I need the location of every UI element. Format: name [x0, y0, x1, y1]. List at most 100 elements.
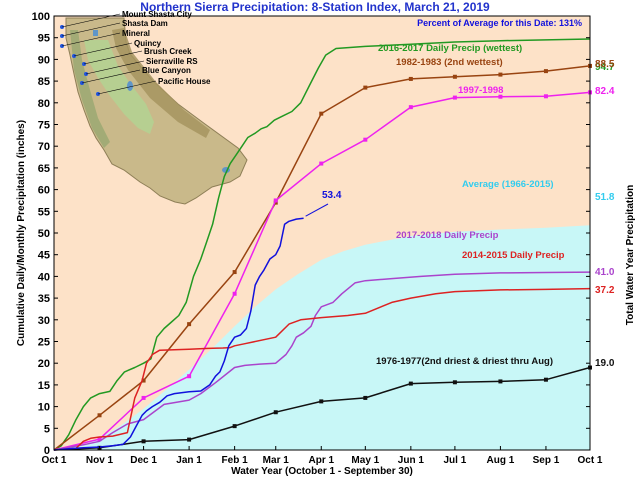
y-tick-label: 20 — [38, 358, 50, 370]
series-end-label-1982-1983-2nd-wettest: 88.5 — [595, 59, 615, 70]
series-point-1976-1977-2nd-driest-driest-thru-aug — [141, 439, 146, 444]
series-point-1982-1983-2nd-wettest — [273, 200, 278, 205]
y-tick-label: 60 — [38, 185, 50, 197]
series-point-1997-1998 — [363, 137, 368, 142]
x-tick-label: Jun 1 — [398, 455, 425, 466]
x-tick-label: Feb 1 — [222, 455, 249, 466]
series-name-2016-2017-daily-precip-wettest: 2016-2017 Daily Precip (wettest) — [378, 43, 522, 54]
series-point-1982-1983-2nd-wettest — [319, 111, 324, 116]
y-tick-label: 45 — [38, 250, 50, 262]
series-name-1997-1998: 1997-1998 — [458, 85, 503, 96]
central-valley — [84, 40, 154, 134]
series-point-1982-1983-2nd-wettest — [498, 72, 503, 77]
series-point-1976-1977-2nd-driest-driest-thru-aug — [319, 399, 324, 404]
series-point-1976-1977-2nd-driest-driest-thru-aug — [498, 379, 503, 384]
series-name-1982-1983-2nd-wettest: 1982-1983 (2nd wettest) — [396, 57, 503, 68]
series-point-1997-1998 — [141, 395, 146, 400]
y-tick-label: 50 — [38, 228, 50, 240]
y-tick-label: 65 — [38, 163, 50, 175]
y-tick-label: 70 — [38, 141, 50, 153]
y-tick-label: 35 — [38, 293, 50, 305]
y-tick-label: 5 — [44, 423, 50, 435]
station-leader — [81, 69, 141, 84]
station-label: Blue Canyon — [142, 66, 191, 75]
y-tick-label: 95 — [38, 33, 50, 45]
station-leader — [97, 80, 157, 95]
station-leader — [61, 22, 121, 37]
series-end-label-2017-2018-daily-precip: 41.0 — [595, 267, 615, 278]
series-layer — [53, 38, 592, 451]
series-point-1997-1998 — [187, 374, 192, 379]
series-point-1982-1983-2nd-wettest — [452, 74, 457, 79]
y-tick-label: 0 — [44, 445, 50, 457]
y-tick-label: 40 — [38, 271, 50, 283]
x-tick-label: Jan 1 — [176, 455, 202, 466]
station-leader — [85, 60, 145, 75]
series-point-1982-1983-2nd-wettest — [187, 322, 192, 327]
series-point-1982-1983-2nd-wettest — [97, 413, 102, 418]
series-name-2014-2015-daily-precip: 2014-2015 Daily Precip — [462, 250, 565, 261]
y-axis-right-label: Total Water Year Precipitation — [625, 185, 636, 325]
series-point-1997-1998 — [319, 161, 324, 166]
x-tick-label: Oct 1 — [41, 455, 66, 466]
series-end-label-2014-2015-daily-precip: 37.2 — [595, 285, 615, 296]
station-label: Mineral — [122, 29, 150, 38]
series-point-1997-1998 — [408, 105, 413, 110]
x-tick-label: Oct 1 — [577, 455, 602, 466]
y-tick-label: 75 — [38, 120, 50, 132]
y-tick-label: 90 — [38, 54, 50, 66]
y-tick-label: 85 — [38, 76, 50, 88]
y-tick-label: 30 — [38, 315, 50, 327]
series-point-1976-1977-2nd-driest-driest-thru-aug — [273, 410, 278, 415]
y-tick-label: 100 — [32, 11, 50, 23]
series-end-label-average-1966-2015: 51.8 — [595, 192, 615, 203]
station-label: Brush Creek — [144, 47, 192, 56]
series-name-average-1966-2015: Average (1966-2015) — [462, 179, 554, 190]
station-label: Quincy — [134, 39, 162, 48]
series-end-label-2016-2017-daily-precip-wettest: 94.7 — [595, 62, 615, 73]
y-axis-label: Cumulative Daily/Monthly Precipitation (… — [16, 120, 27, 346]
y-tick-label: 25 — [38, 337, 50, 349]
series-point-1997-1998 — [498, 94, 503, 99]
label-layer: Average (1966-2015) 51.8 2016-2017 Daily P… — [305, 43, 615, 369]
series-point-1997-1998 — [97, 437, 102, 442]
series-point-1982-1983-2nd-wettest — [141, 378, 146, 383]
shasta-lake — [93, 30, 98, 36]
series-point-1997-1998 — [452, 95, 457, 100]
x-tick-label: Apr 1 — [308, 455, 334, 466]
series-point-1997-1998 — [232, 291, 237, 296]
series-line-2016-2017-daily-precip-wettest — [53, 38, 591, 451]
series-line-2018-2019 — [53, 217, 304, 451]
station-leader — [73, 42, 133, 57]
series-point-1982-1983-2nd-wettest — [408, 76, 413, 81]
series-name-1976-1977-2nd-driest-driest-thru-aug: 1976-1977(2nd driest & driest thru Aug) — [376, 356, 553, 367]
station-label: Pacific House — [158, 77, 211, 86]
series-point-1976-1977-2nd-driest-driest-thru-aug — [543, 377, 548, 382]
x-axis-label: Water Year (October 1 - September 30) — [231, 466, 413, 477]
series-point-1976-1977-2nd-driest-driest-thru-aug — [232, 424, 237, 429]
series-end-label-2018-2019: 53.4 — [322, 190, 342, 201]
series-point-1997-1998 — [543, 94, 548, 99]
series-name-2017-2018-daily-precip: 2017-2018 Daily Precip — [396, 230, 499, 241]
x-tick-label: Aug 1 — [487, 455, 515, 466]
lake-tahoe — [127, 81, 133, 91]
series-point-1976-1977-2nd-driest-driest-thru-aug — [452, 380, 457, 385]
y-tick-label: 15 — [38, 380, 50, 392]
x-tick-label: Sep 1 — [533, 455, 560, 466]
y-tick-label: 10 — [38, 402, 50, 414]
series-point-1997-1998 — [273, 198, 278, 203]
y-tick-label: 80 — [38, 98, 50, 110]
percent-of-average-label: Percent of Average for this Date: 131% — [417, 18, 582, 28]
station-leader — [61, 32, 121, 47]
x-tick-label: Nov 1 — [86, 455, 114, 466]
series-point-1976-1977-2nd-driest-driest-thru-aug — [363, 395, 368, 400]
series-line-2014-2015-daily-precip — [53, 287, 591, 451]
sierra-range — [112, 28, 210, 138]
series-point-1976-1977-2nd-driest-driest-thru-aug — [408, 381, 413, 386]
x-tick-label: Mar 1 — [263, 455, 290, 466]
x-tick-label: May 1 — [351, 455, 379, 466]
coast-range — [70, 30, 110, 148]
series-point-1982-1983-2nd-wettest — [543, 69, 548, 74]
